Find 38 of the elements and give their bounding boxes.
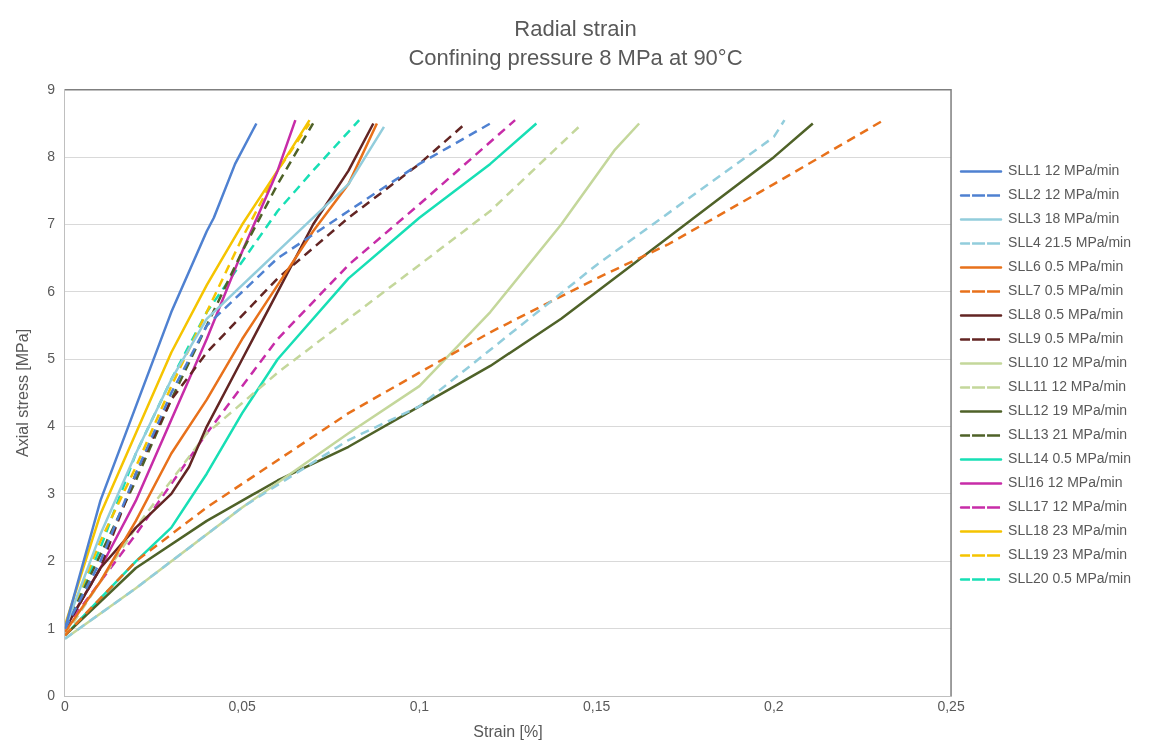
x-tick-label: 0,2: [764, 698, 784, 715]
y-tick-label: 3: [47, 484, 56, 501]
legend-label: SLL9 0.5 MPa/min: [1008, 330, 1124, 347]
x-tick-label: 0,1: [409, 698, 430, 715]
y-tick-label: 6: [47, 282, 56, 299]
x-tick-label: 0,05: [228, 698, 257, 715]
x-tick-label: 0,15: [582, 698, 611, 715]
legend-label: SLL1 12 MPa/min: [1008, 162, 1120, 179]
y-tick-label: 1: [47, 619, 56, 636]
y-tick-label: 7: [47, 215, 56, 232]
y-tick-label: 0: [47, 686, 56, 703]
y-tick-label: 9: [47, 80, 56, 97]
legend-label: SLL3 18 MPa/min: [1008, 210, 1120, 227]
legend-label: SLL20 0.5 MPa/min: [1008, 570, 1132, 587]
legend-label: SLL19 23 MPa/min: [1008, 546, 1128, 563]
y-axis-title: Axial stress [MPa]: [14, 328, 32, 457]
y-tick-label: 4: [47, 417, 56, 434]
legend-label: SLl16 12 MPa/min: [1008, 474, 1123, 491]
legend-label: SLL13 21 MPa/min: [1008, 426, 1128, 443]
chart-title: Radial strain: [514, 16, 637, 42]
legend-label: SLL18 23 MPa/min: [1008, 522, 1128, 539]
legend-label: SLL17 12 MPa/min: [1008, 498, 1128, 515]
legend-label: SLL2 12 MPa/min: [1008, 186, 1120, 203]
y-tick-label: 5: [47, 350, 56, 367]
x-tick-label: 0,25: [937, 698, 965, 715]
chart-subtitle: Confining pressure 8 MPa at 90°C: [408, 44, 743, 70]
legend-label: SLL12 19 MPa/min: [1008, 402, 1128, 419]
legend-label: SLL8 0.5 MPa/min: [1008, 306, 1124, 323]
x-tick-label: 0: [61, 698, 70, 715]
y-tick-label: 8: [47, 148, 56, 165]
legend-label: SLL6 0.5 MPa/min: [1008, 258, 1124, 275]
legend-label: SLL10 12 MPa/min: [1008, 354, 1128, 371]
x-axis-title: Strain [%]: [473, 722, 543, 740]
legend-label: SLL11 12 MPa/min: [1008, 378, 1127, 395]
legend-label: SLL14 0.5 MPa/min: [1008, 450, 1132, 467]
legend-label: SLL7 0.5 MPa/min: [1008, 282, 1124, 299]
y-tick-label: 2: [47, 552, 56, 569]
legend-label: SLL4 21.5 MPa/min: [1008, 234, 1132, 251]
